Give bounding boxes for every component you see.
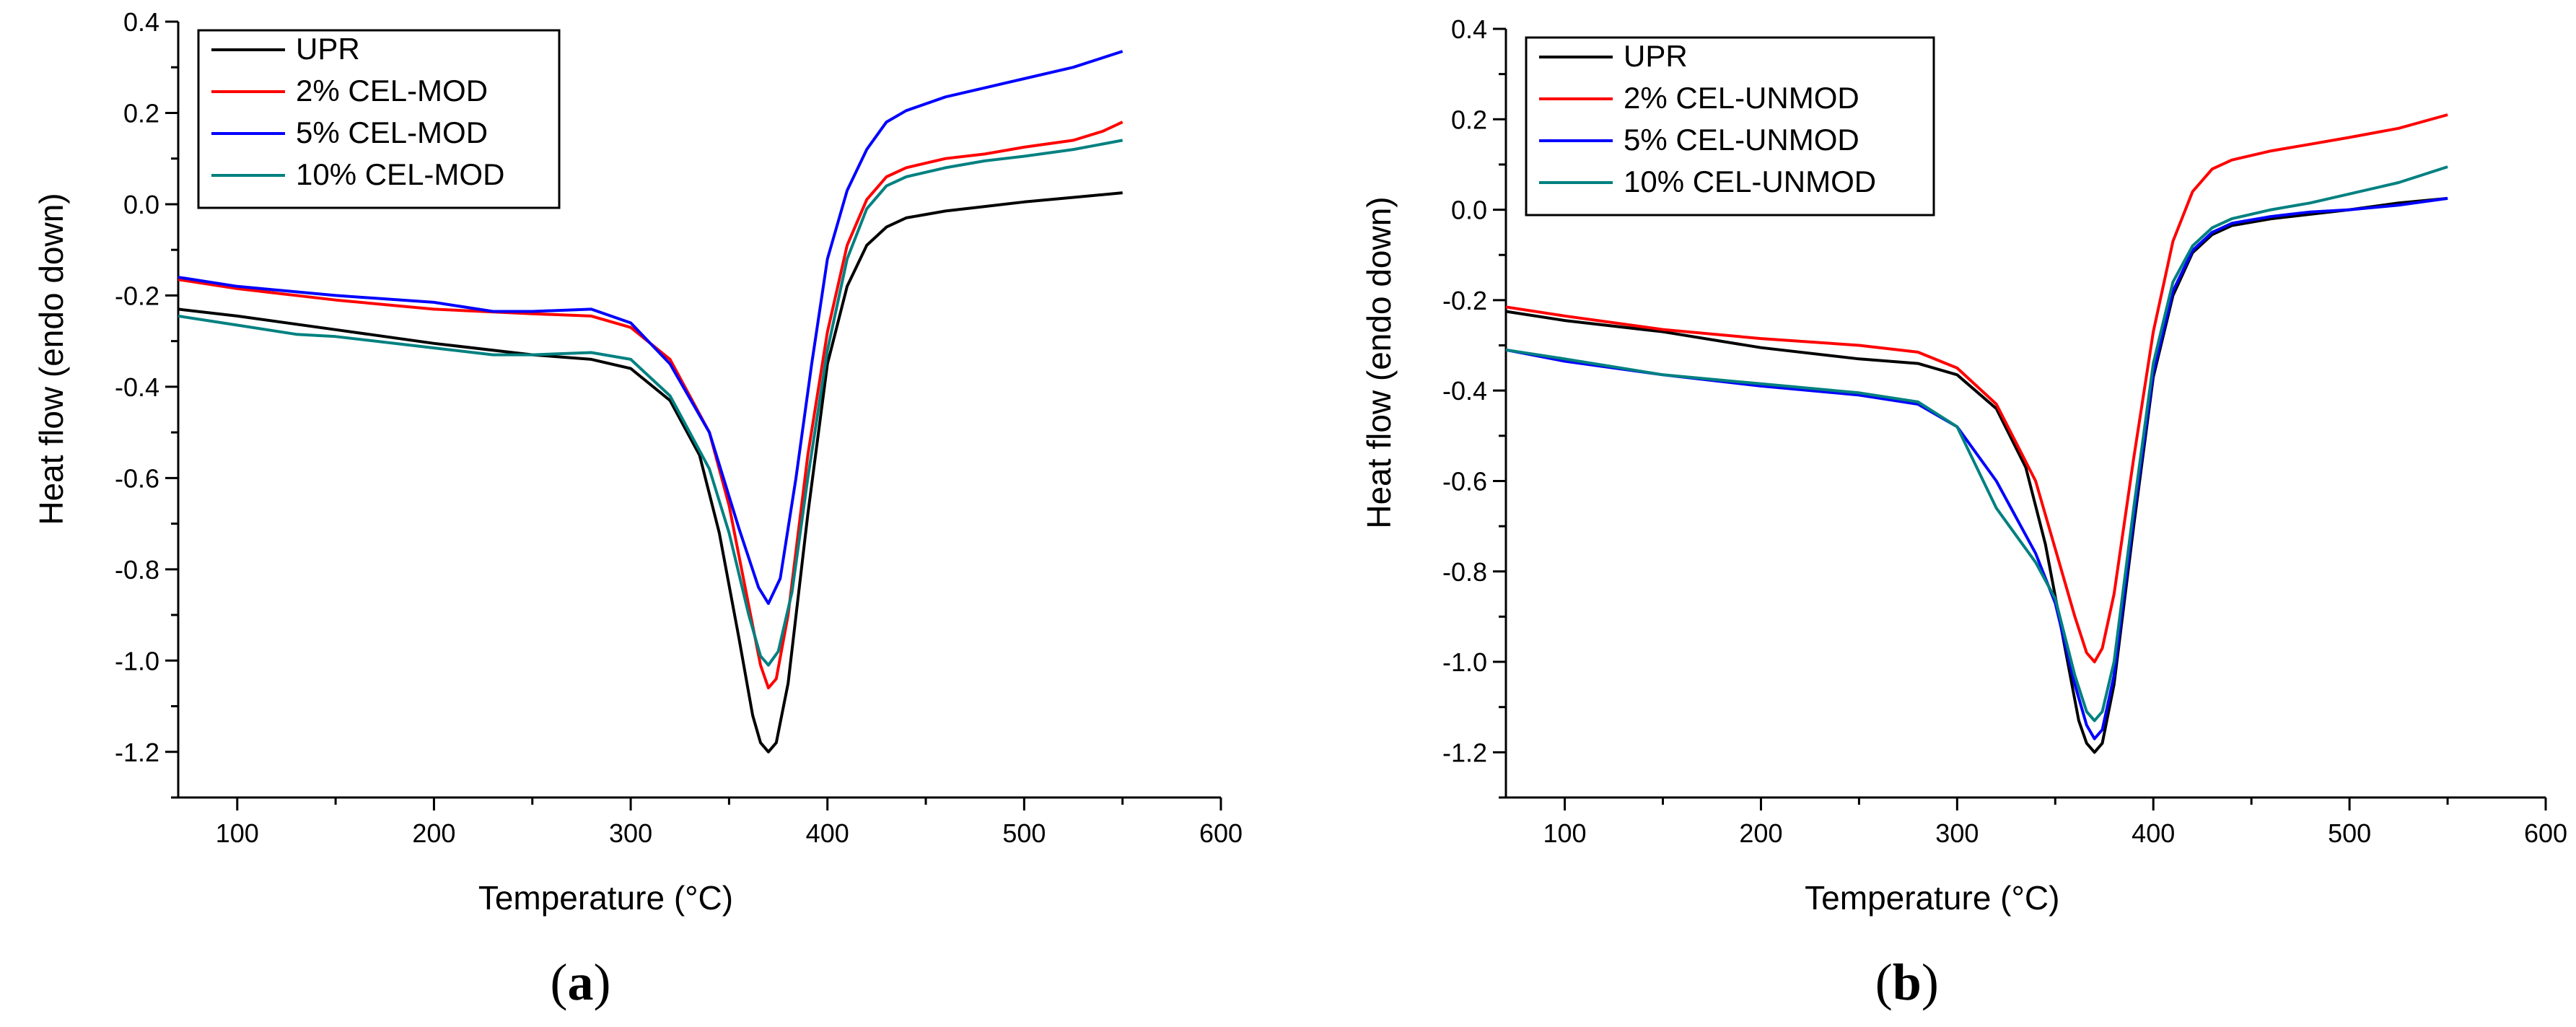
series-line-2: [1505, 113, 2448, 664]
y-tick-label: -0.6: [115, 463, 159, 493]
legend-box: [197, 29, 561, 209]
y-tick-label: -0.8: [115, 555, 159, 585]
panel-label: (b): [1875, 953, 1939, 1011]
legend-box: [1525, 36, 1935, 217]
panel-letter: a: [567, 953, 593, 1011]
y-tick-label: 0.2: [123, 98, 159, 128]
chart-panel-a: 0.4 0.2 0.0 -0.2 -0.4 -0.6 -0.8 -1.0 -1.2 100 200 3…: [32, 7, 1243, 1011]
series-line-3: [178, 50, 1123, 606]
y-tick-label: 0.4: [1451, 14, 1487, 44]
legend-label: 5% CEL-MOD: [296, 115, 488, 149]
legend-label: 10% CEL-UNMOD: [1624, 165, 1876, 198]
x-tick-label: 400: [2132, 818, 2175, 848]
y-axis-title: Heat flow (endo down): [32, 193, 70, 525]
y-tick-label: -0.4: [1442, 376, 1487, 406]
panel-letter: b: [1893, 953, 1922, 1011]
y-tick-label: 0.0: [123, 190, 159, 219]
series-line-1: [178, 191, 1123, 753]
series-line-2: [178, 121, 1123, 690]
series-line-4: [178, 139, 1123, 667]
legend-label: UPR: [296, 32, 360, 66]
y-tick-label: -0.4: [115, 372, 159, 402]
y-tick-label: -0.6: [1442, 466, 1487, 496]
series-line-4: [1505, 165, 2448, 722]
y-tick-label: -0.2: [1442, 286, 1487, 315]
y-tick-label: -1.0: [1442, 647, 1487, 677]
x-tick-label: 200: [412, 818, 455, 848]
series-line-1: [1505, 196, 2448, 754]
y-axis-title: Heat flow (endo down): [1360, 196, 1398, 528]
x-tick-label: 300: [1935, 818, 1979, 848]
x-tick-label: 600: [2524, 818, 2567, 848]
legend-label: UPR: [1624, 39, 1688, 73]
x-axis-title: Temperature (°C): [478, 879, 733, 917]
legend-label: 10% CEL-MOD: [296, 157, 504, 191]
x-tick-label: 100: [216, 818, 259, 848]
legend-label: 2% CEL-UNMOD: [1624, 81, 1859, 115]
legend-label: 5% CEL-UNMOD: [1624, 123, 1859, 157]
y-tick-label: -0.8: [1442, 557, 1487, 587]
y-tick-label: 0.2: [1451, 105, 1487, 134]
x-tick-label: 600: [1199, 818, 1243, 848]
x-tick-label: 200: [1739, 818, 1782, 848]
x-axis-title: Temperature (°C): [1805, 879, 2059, 917]
y-tick-label: -1.2: [1442, 738, 1487, 767]
x-tick-label: 500: [1002, 818, 1046, 848]
legend: UPR 2% CEL-UNMOD 5% CEL-UNMOD 10% CEL-UNMOD: [1525, 36, 1935, 217]
x-tick-label: 400: [806, 818, 849, 848]
x-tick-label: 100: [1543, 818, 1587, 848]
x-tick-label: 300: [609, 818, 652, 848]
y-tick-label: 0.4: [123, 7, 159, 37]
series-line-3: [1505, 196, 2448, 740]
y-tick-label: -1.0: [115, 646, 159, 676]
y-tick-label: -1.2: [115, 738, 159, 767]
y-tick-label: 0.0: [1451, 196, 1487, 225]
panel-label: (a): [550, 953, 610, 1011]
y-tick-label: -0.2: [115, 281, 159, 310]
chart-panel-b: 0.4 0.2 0.0 -0.2 -0.4 -0.6 -0.8 -1.0 -1.2 100 200 3…: [1360, 14, 2567, 1011]
legend: UPR 2% CEL-MOD 5% CEL-MOD 10% CEL-MOD: [197, 29, 561, 209]
legend-label: 2% CEL-MOD: [296, 74, 488, 108]
x-tick-label: 500: [2328, 818, 2371, 848]
